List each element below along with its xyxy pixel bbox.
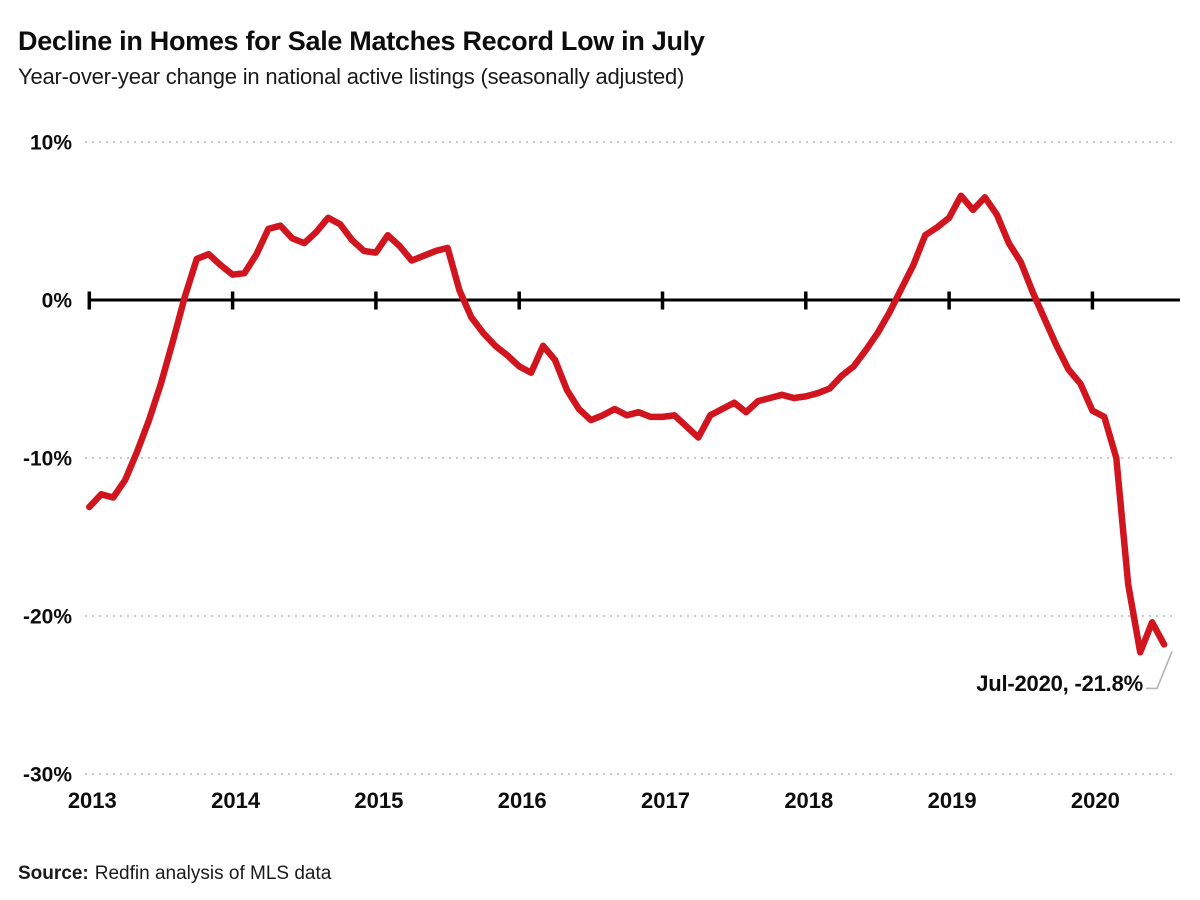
- annotation-leader-line: [1146, 651, 1173, 690]
- data-series-line: [86, 192, 1168, 656]
- x-axis-label: 2015: [354, 788, 403, 813]
- y-axis-label: 0%: [42, 290, 73, 313]
- y-axis-label: -30%: [23, 764, 72, 787]
- x-axis-label: 2016: [498, 788, 547, 813]
- x-axis-label: 2013: [68, 788, 117, 813]
- x-axis-label: 2018: [784, 788, 833, 813]
- y-axis-label: -10%: [23, 448, 72, 471]
- source-label: Source:: [18, 863, 89, 884]
- chart-subtitle: Year-over-year change in national active…: [18, 64, 685, 89]
- y-axis-label: 10%: [30, 132, 72, 155]
- y-axis-label: -20%: [23, 606, 72, 629]
- source-text: Redfin analysis of MLS data: [94, 863, 332, 884]
- x-axis-label: 2017: [641, 788, 690, 813]
- x-axis-label: 2014: [211, 788, 261, 813]
- source-line: Source: Redfin analysis of MLS data: [18, 863, 331, 885]
- last-point-annotation: Jul-2020, -21.8%: [976, 671, 1143, 696]
- x-axis-label: 2020: [1071, 788, 1120, 813]
- x-axis-label: 2019: [928, 788, 977, 813]
- chart-title: Decline in Homes for Sale Matches Record…: [18, 26, 705, 56]
